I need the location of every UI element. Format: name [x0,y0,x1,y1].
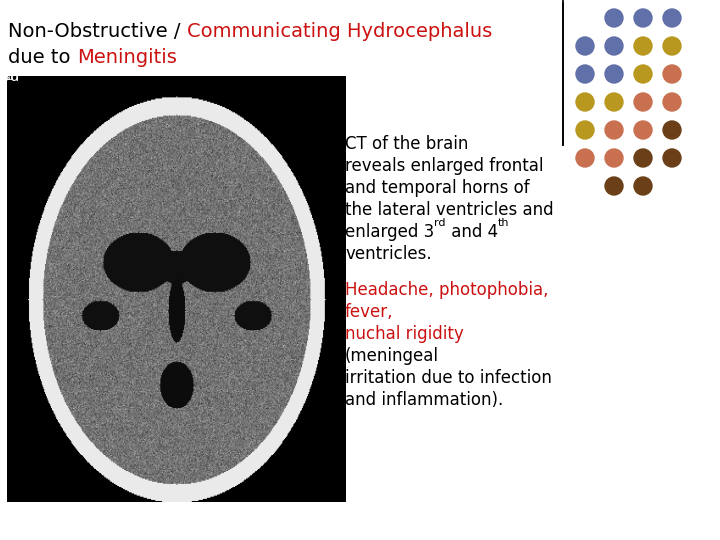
Circle shape [663,65,681,83]
Circle shape [576,37,594,55]
Circle shape [634,149,652,167]
Circle shape [634,93,652,111]
Text: Sc: Sc [3,72,14,82]
Text: due to: due to [8,48,77,67]
Text: nuchal rigidity: nuchal rigidity [345,325,464,343]
Text: rd: rd [434,218,446,228]
Text: enlarged 3: enlarged 3 [345,223,434,241]
Text: Communicating Hydrocephalus: Communicating Hydrocephalus [186,22,492,41]
Circle shape [663,37,681,55]
Circle shape [663,121,681,139]
Circle shape [576,93,594,111]
Text: Meningitis: Meningitis [77,48,176,67]
Text: (meningeal: (meningeal [345,347,439,365]
Circle shape [605,37,623,55]
Circle shape [576,121,594,139]
Text: fever,: fever, [345,303,394,321]
Text: and 4: and 4 [446,223,498,241]
Circle shape [663,9,681,27]
Circle shape [605,93,623,111]
Text: irritation due to infection: irritation due to infection [345,369,552,387]
Text: Headache, photophobia,: Headache, photophobia, [345,281,549,299]
Circle shape [634,9,652,27]
Circle shape [634,177,652,195]
Text: 3rd: 3rd [0,70,19,84]
Circle shape [663,93,681,111]
Circle shape [634,37,652,55]
Circle shape [605,177,623,195]
Circle shape [663,149,681,167]
Text: CT of the brain: CT of the brain [345,135,469,153]
Circle shape [576,149,594,167]
Circle shape [605,121,623,139]
Circle shape [576,65,594,83]
Circle shape [634,65,652,83]
Text: th: th [498,218,509,228]
Text: Non-Obstructive /: Non-Obstructive / [8,22,186,41]
Text: and temporal horns of: and temporal horns of [345,179,530,197]
Text: ventricles.: ventricles. [345,245,431,263]
Circle shape [605,65,623,83]
Circle shape [605,149,623,167]
Text: reveals enlarged frontal: reveals enlarged frontal [345,157,544,175]
Circle shape [605,9,623,27]
Circle shape [634,121,652,139]
Text: and inflammation).: and inflammation). [345,391,503,409]
Text: 4th: 4th [0,69,19,83]
Text: the lateral ventricles and: the lateral ventricles and [345,201,554,219]
